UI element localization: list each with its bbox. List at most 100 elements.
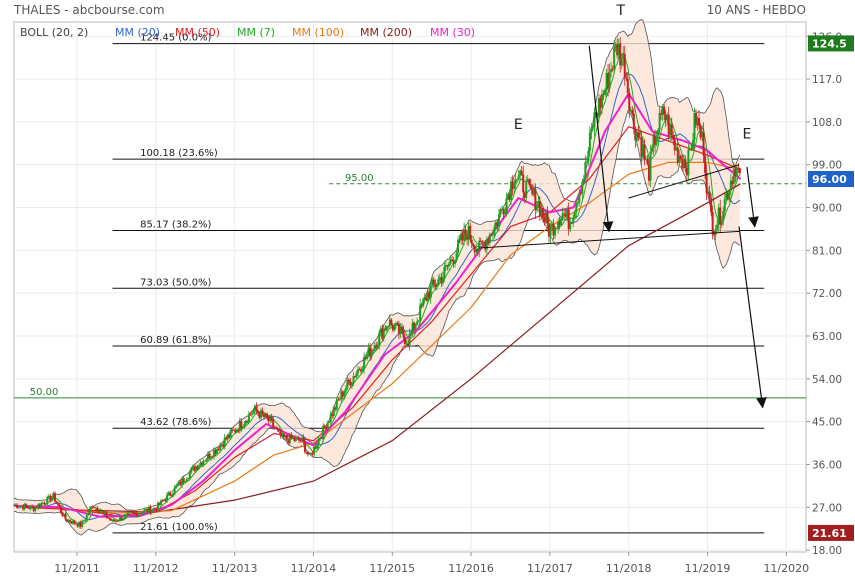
candle-body [88, 508, 91, 514]
candle-body [343, 391, 346, 397]
chart-period: 10 ANS - HEBDO [707, 3, 806, 17]
candle-body [299, 440, 302, 442]
legend-item-1: MM (20) [115, 26, 160, 39]
candle-body [725, 193, 728, 200]
candle-body [616, 44, 619, 56]
candle-body [161, 500, 164, 502]
candle-body [323, 425, 326, 428]
candle-body [708, 191, 711, 199]
candle-body [735, 167, 738, 177]
candle-body [373, 345, 376, 351]
candle-body [66, 519, 69, 522]
candle-body [729, 180, 732, 192]
candle-body [447, 263, 450, 267]
candle-body [514, 180, 517, 185]
candle-body [291, 438, 294, 439]
candle-body [244, 420, 247, 424]
candle-body [203, 461, 206, 462]
candle-body [379, 328, 382, 333]
candle-body [698, 118, 701, 126]
candle-body [160, 500, 163, 505]
candle-body [178, 481, 181, 485]
candle-body [625, 77, 628, 79]
candle-body [551, 223, 554, 227]
candle-body [355, 372, 358, 378]
candle-body [219, 445, 222, 451]
candle-body [79, 522, 82, 527]
candle-body [652, 135, 655, 148]
line-50-label: 50.00 [30, 387, 59, 398]
candle-body [210, 456, 213, 459]
candle-body [111, 519, 114, 521]
candle-body [353, 376, 356, 378]
candle-body [569, 222, 572, 230]
candle-body [669, 124, 672, 136]
candle-body [335, 399, 338, 410]
candle-body [519, 170, 522, 176]
candle-body [125, 514, 128, 516]
candle-body [13, 504, 15, 506]
candle-body [608, 72, 611, 89]
candle-body [117, 520, 120, 522]
candle-body [100, 511, 103, 513]
candle-body [649, 151, 652, 181]
candle-body [313, 446, 316, 455]
candle-body [317, 439, 320, 446]
candle-body [431, 279, 434, 286]
candle-body [654, 135, 657, 145]
candle-body [620, 58, 623, 66]
candle-body [591, 127, 594, 129]
candle-body [449, 259, 452, 264]
candle-body [44, 503, 47, 505]
candle-body [479, 240, 482, 242]
bollinger-lower [13, 110, 741, 536]
ma-line-3 [13, 92, 742, 518]
candle-body [285, 435, 288, 440]
candle-body [593, 112, 596, 128]
candle-body [205, 459, 208, 462]
candle-body [85, 514, 88, 520]
x-tick-label: 11/2014 [291, 562, 337, 575]
candle-body [360, 369, 363, 372]
candle-body [493, 226, 496, 235]
candle-body [276, 428, 279, 430]
candle-body [470, 239, 473, 244]
candle-body [350, 382, 353, 386]
candle-body [634, 129, 637, 141]
candle-body [260, 410, 263, 418]
candle-body [19, 506, 22, 508]
candle-body [196, 466, 199, 469]
candle-body [266, 413, 269, 418]
candle-body [597, 98, 600, 117]
candle-body [138, 512, 141, 514]
candle-body [646, 159, 649, 165]
candle-body [347, 379, 350, 382]
candle-body [558, 221, 561, 226]
candle-body [452, 260, 455, 264]
candle-body [175, 486, 178, 488]
candle-body [628, 92, 631, 112]
candle-body [407, 343, 410, 347]
candle-body [544, 212, 547, 223]
candle-body [223, 437, 226, 447]
candle-body [710, 198, 713, 212]
candle-body [673, 139, 676, 151]
candle-body [696, 118, 699, 125]
candle-body [58, 504, 61, 507]
candle-body [723, 199, 726, 212]
candle-body [732, 169, 735, 185]
pattern-label-0: E [514, 117, 523, 133]
candle-body [234, 429, 237, 433]
candle-body [411, 322, 414, 333]
candle-body [188, 472, 191, 479]
candle-body [731, 180, 734, 185]
candle-body [391, 324, 394, 331]
candle-body [135, 512, 138, 516]
candle-body [450, 259, 453, 261]
candle-body [64, 513, 67, 520]
candle-body [156, 502, 159, 511]
candle-body [338, 399, 341, 401]
candle-body [497, 214, 500, 226]
candle-body [396, 323, 399, 324]
candle-body [405, 343, 408, 345]
